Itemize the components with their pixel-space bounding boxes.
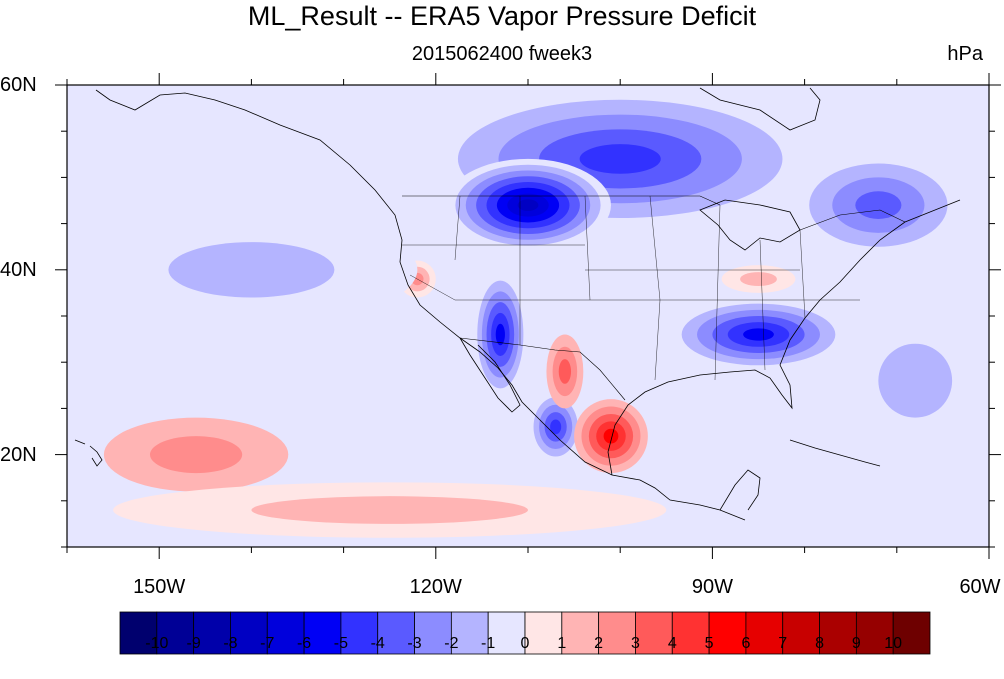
colorbar-swatch xyxy=(892,611,931,655)
colorbar-label: -4 xyxy=(370,635,385,652)
colorbar-label: 5 xyxy=(704,635,714,652)
colorbar-label: 6 xyxy=(741,635,751,652)
colorbar-label: -10 xyxy=(145,635,169,652)
colorbar-swatch xyxy=(414,611,452,655)
vpd-region-12 xyxy=(878,343,953,418)
colorbar-label: -5 xyxy=(333,635,349,652)
us-canada-border xyxy=(402,195,906,231)
colorbar-label: 1 xyxy=(557,635,567,652)
hudson-bay xyxy=(699,87,821,131)
lon-label: 90W xyxy=(691,576,733,598)
vpd-region-3 xyxy=(495,323,505,346)
colorbar-label: -2 xyxy=(444,635,459,652)
vpd-region-10 xyxy=(251,496,528,524)
colorbar-label: 9 xyxy=(851,635,861,652)
colorbar-label: -1 xyxy=(481,635,496,652)
colorbar-swatch xyxy=(598,611,636,655)
colorbar-swatch xyxy=(450,611,489,655)
units-label: hPa xyxy=(947,43,983,65)
colorbar-swatch xyxy=(819,611,857,655)
north-america-west-coast xyxy=(95,89,746,521)
gulf-coast xyxy=(607,199,961,476)
colorbar-label: 4 xyxy=(667,635,677,652)
vpd-region-6 xyxy=(558,359,572,384)
colorbar-label: -8 xyxy=(223,635,238,652)
us-mexico-border xyxy=(459,337,626,401)
colorbar-swatch xyxy=(855,611,894,655)
colorbar-swatch xyxy=(708,611,747,655)
hawaii xyxy=(74,439,103,467)
vpd-region-9 xyxy=(149,436,243,474)
colorbar-label: -6 xyxy=(296,635,312,652)
map-title: ML_Result -- ERA5 Vapor Pressure Deficit xyxy=(247,1,757,31)
colorbar-swatch xyxy=(745,611,784,655)
cuba xyxy=(789,439,881,467)
lon-label: 60W xyxy=(959,576,1001,598)
baja-california xyxy=(459,337,521,413)
colorbar-swatch xyxy=(303,611,342,655)
vpd-region-11 xyxy=(168,242,335,298)
colorbar-swatch xyxy=(487,611,526,655)
vpd-field xyxy=(85,85,989,538)
colorbar-swatch xyxy=(193,611,231,655)
lat-label: 40N xyxy=(0,258,37,281)
colorbar-swatch xyxy=(671,611,710,655)
state-lines xyxy=(402,195,860,381)
colorbar-label: 10 xyxy=(884,635,903,652)
colorbar-swatch xyxy=(782,611,820,655)
lat-label: 20N xyxy=(0,443,37,466)
vpd-region-1 xyxy=(517,199,539,211)
lat-label: 60N xyxy=(0,74,37,96)
colorbar-label: 3 xyxy=(631,635,640,652)
vpd-region-2 xyxy=(743,328,774,341)
political-borders xyxy=(402,195,906,401)
colorbar-label: 7 xyxy=(778,635,788,652)
vpd-region-8 xyxy=(740,272,777,286)
lon-label: 120W xyxy=(409,576,462,598)
lon-label: 150W xyxy=(133,576,186,598)
vpd-region-4 xyxy=(550,419,562,435)
vpd-region-13 xyxy=(855,191,902,219)
colorbar-label: 8 xyxy=(815,635,824,652)
colorbar-label: 2 xyxy=(594,635,604,652)
colorbar-swatch xyxy=(119,611,158,655)
colorbar-swatch xyxy=(377,611,415,655)
colorbar-swatch xyxy=(635,611,673,655)
colorbar-swatch xyxy=(561,611,600,655)
great-lakes xyxy=(699,199,801,251)
colorbar-label: 0 xyxy=(520,635,530,652)
colorbar-swatch xyxy=(156,611,195,655)
colorbar-swatch xyxy=(524,611,563,655)
coastlines xyxy=(74,87,961,521)
colorbar-swatch xyxy=(230,611,268,655)
colorbar-label: -7 xyxy=(260,635,275,652)
colorbar-swatch xyxy=(266,611,305,655)
map-subtitle: 2015062400 fweek3 xyxy=(411,43,593,65)
yucatan xyxy=(719,469,761,511)
vpd-region-5 xyxy=(603,428,619,444)
colorbar-label: -9 xyxy=(186,635,201,652)
colorbar-label: -3 xyxy=(407,635,422,652)
axis-ticks xyxy=(55,73,1001,559)
vpd-region-0 xyxy=(579,144,661,174)
